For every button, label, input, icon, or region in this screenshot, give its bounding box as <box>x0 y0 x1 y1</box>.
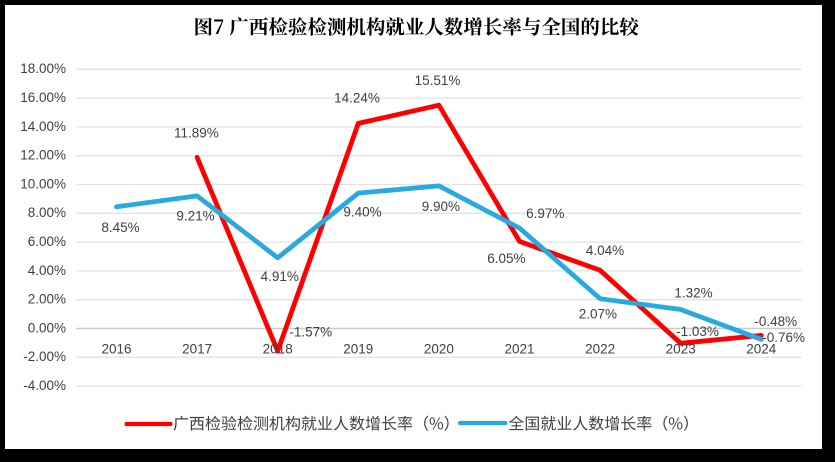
svg-text:9.90%: 9.90% <box>422 199 460 214</box>
svg-text:10.00%: 10.00% <box>20 176 66 191</box>
svg-text:8.00%: 8.00% <box>28 205 66 220</box>
svg-text:15.51%: 15.51% <box>415 73 461 88</box>
svg-text:4.91%: 4.91% <box>261 269 299 284</box>
svg-text:8.45%: 8.45% <box>101 220 139 235</box>
svg-text:6.97%: 6.97% <box>526 206 564 221</box>
svg-text:-0.76%: -0.76% <box>762 330 805 345</box>
svg-text:2.07%: 2.07% <box>579 307 617 322</box>
svg-text:2022: 2022 <box>585 342 615 357</box>
svg-text:-2.00%: -2.00% <box>23 349 66 364</box>
svg-text:2024: 2024 <box>746 342 777 357</box>
svg-text:1.32%: 1.32% <box>674 286 712 301</box>
svg-text:4.04%: 4.04% <box>586 243 624 258</box>
svg-text:6.00%: 6.00% <box>28 234 66 249</box>
svg-text:4.00%: 4.00% <box>28 263 66 278</box>
svg-text:14.00%: 14.00% <box>20 119 66 134</box>
svg-text:0.00%: 0.00% <box>28 320 66 335</box>
svg-text:2.00%: 2.00% <box>28 292 66 307</box>
svg-text:9.21%: 9.21% <box>176 208 214 223</box>
svg-text:2021: 2021 <box>504 342 534 357</box>
svg-text:2016: 2016 <box>101 342 131 357</box>
svg-text:16.00%: 16.00% <box>20 90 66 105</box>
svg-text:6.05%: 6.05% <box>487 251 525 266</box>
svg-text:9.40%: 9.40% <box>343 205 381 220</box>
svg-text:18.00%: 18.00% <box>20 61 66 76</box>
svg-text:2017: 2017 <box>182 342 212 357</box>
svg-text:2018: 2018 <box>263 342 293 357</box>
svg-text:14.24%: 14.24% <box>334 91 380 106</box>
svg-text:-1.03%: -1.03% <box>676 324 719 339</box>
svg-text:2023: 2023 <box>666 342 696 357</box>
svg-text:-0.48%: -0.48% <box>754 314 797 329</box>
svg-text:11.89%: 11.89% <box>174 126 219 141</box>
svg-text:2020: 2020 <box>424 342 454 357</box>
svg-text:12.00%: 12.00% <box>20 148 66 163</box>
svg-text:-1.57%: -1.57% <box>289 324 332 339</box>
svg-text:2019: 2019 <box>343 342 373 357</box>
svg-text:-4.00%: -4.00% <box>23 378 66 393</box>
